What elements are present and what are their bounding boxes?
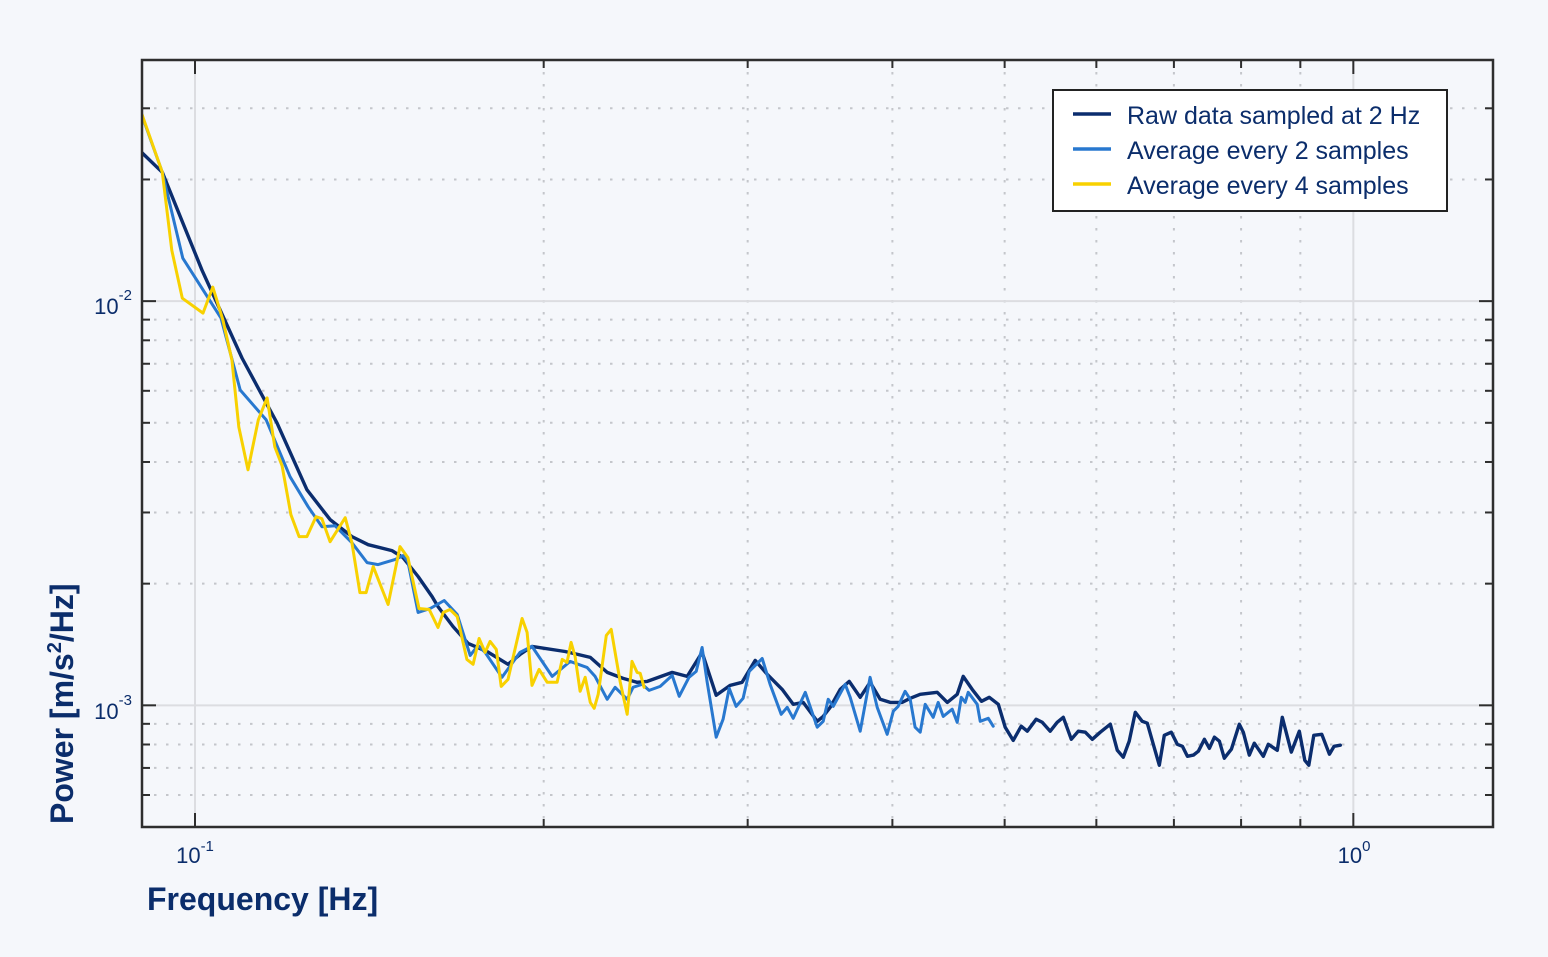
y-tick-base: 10 [94, 699, 118, 724]
y-tick-exponent: -2 [119, 287, 132, 304]
x-tick-base: 10 [176, 843, 200, 868]
y-tick-exponent: -3 [119, 692, 132, 709]
plot-frame [140, 58, 1495, 829]
y-axis-title-end: /Hz] [44, 584, 80, 643]
x-axis-title: Frequency [Hz] [147, 881, 378, 917]
series-line-average-2-samples [142, 114, 995, 739]
legend-label: Raw data sampled at 2 Hz [1127, 102, 1420, 130]
series-line-average-4-samples [142, 113, 646, 716]
legend-item-average-4: Average every 4 samples [1073, 172, 1409, 200]
legend-box [1052, 89, 1448, 212]
y-tick-label-1e-3: 10-3 [94, 692, 132, 724]
x-tick-label-1e-1: 10-1 [176, 838, 214, 868]
y-tick-label-1e-2: 10-2 [94, 287, 132, 319]
x-tick-base: 10 [1338, 843, 1362, 868]
data-series [142, 113, 1343, 767]
legend-item-average-2: Average every 2 samples [1073, 137, 1409, 165]
x-tick-exponent: -1 [201, 838, 214, 855]
y-tick-base: 10 [94, 294, 118, 319]
y-axis-title: Power [m/s2/Hz] [44, 584, 80, 825]
legend-label: Average every 2 samples [1127, 137, 1409, 165]
x-tick-exponent: 0 [1362, 838, 1370, 855]
axis-ticks [142, 60, 1493, 827]
legend: Raw data sampled at 2 Hz Average every 2… [1052, 89, 1448, 212]
legend-label: Average every 4 samples [1127, 172, 1409, 200]
y-axis-title-main: Power [m/s [44, 653, 80, 824]
y-axis-title-superscript: 2 [44, 642, 66, 653]
x-tick-label-1e0: 100 [1338, 838, 1371, 868]
legend-item-raw: Raw data sampled at 2 Hz [1073, 102, 1420, 130]
